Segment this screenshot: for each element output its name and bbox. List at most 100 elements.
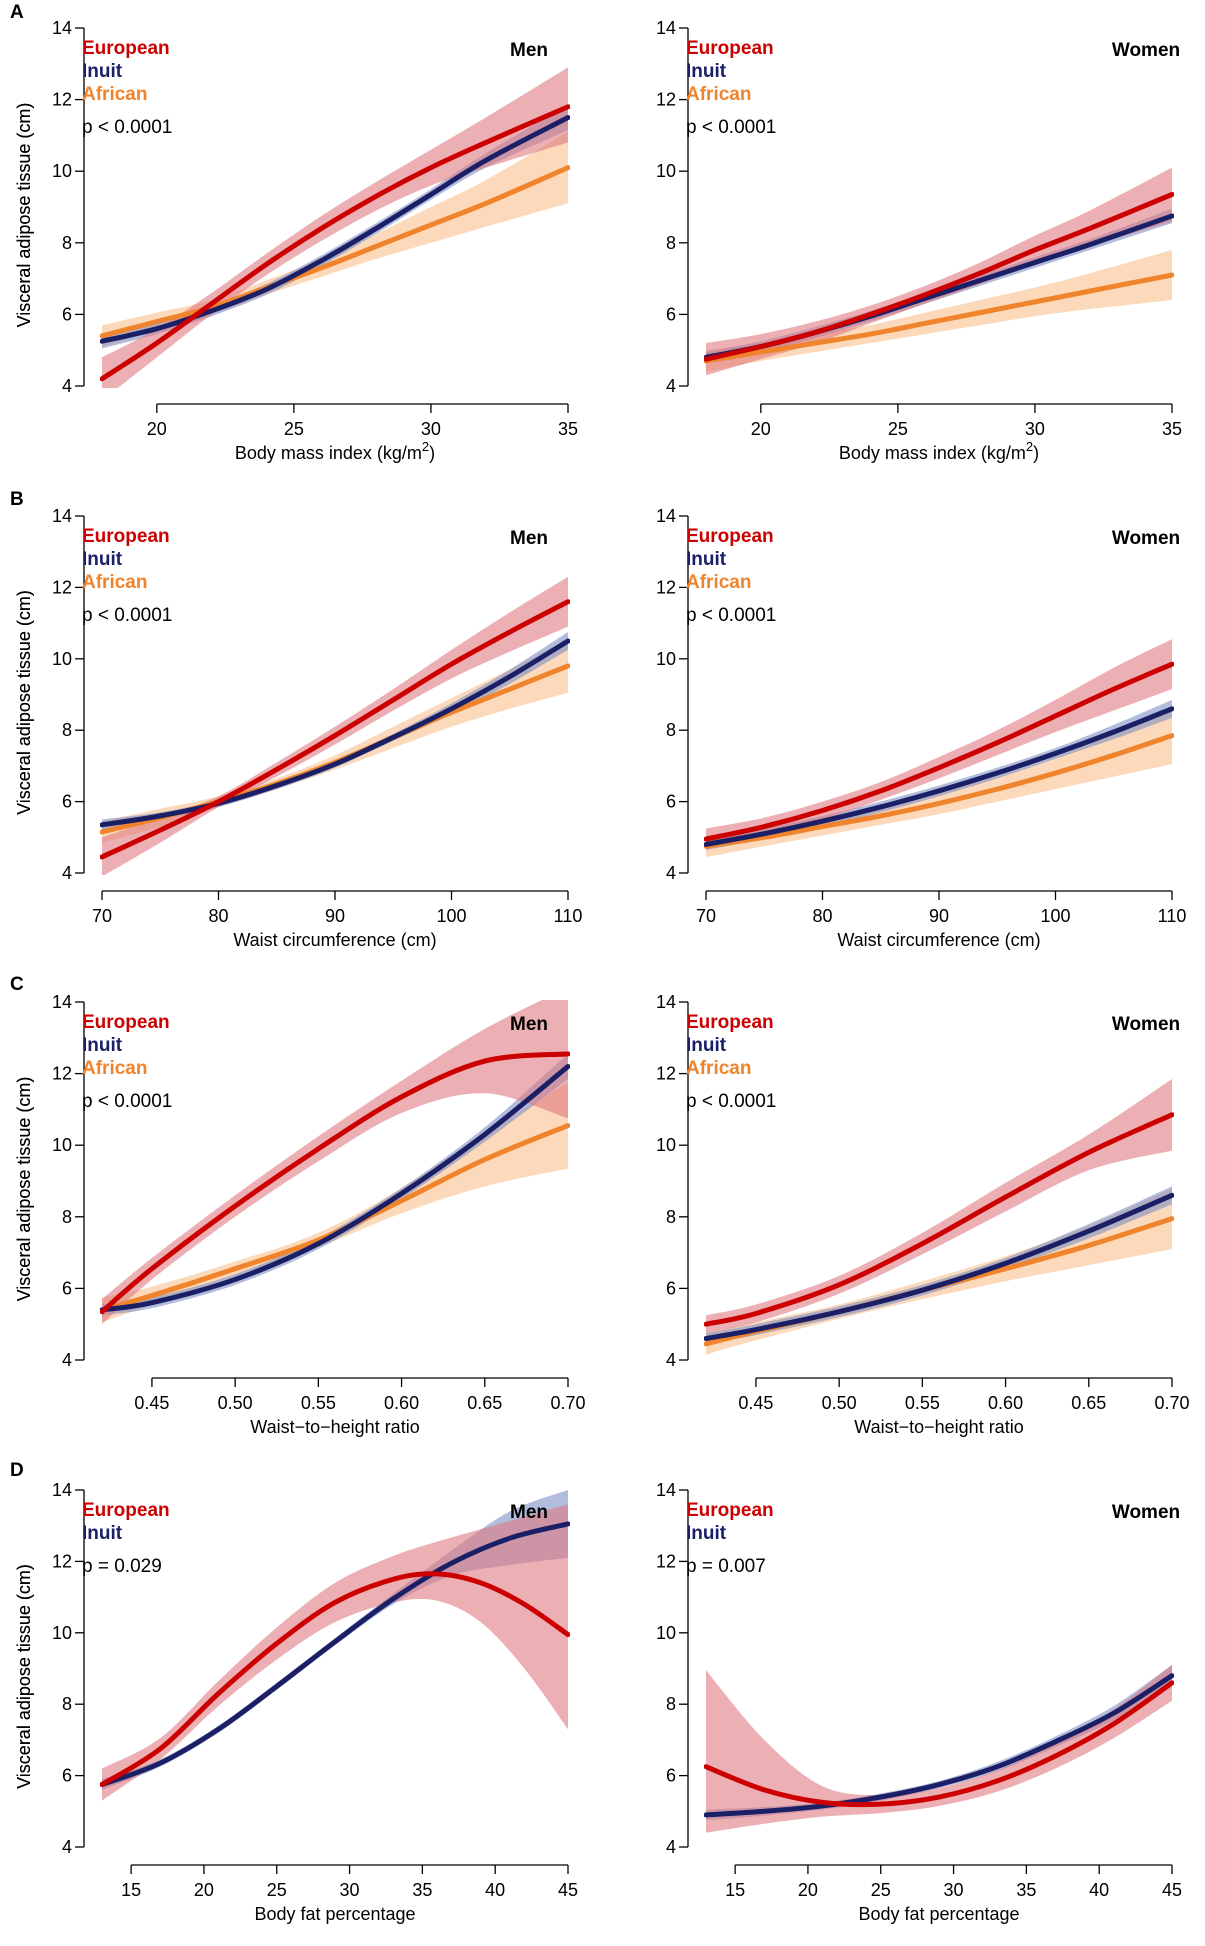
panel-letter: C <box>10 974 24 995</box>
x-tick-label: 0.60 <box>384 1393 419 1413</box>
x-axis-label-superscript: 2 <box>422 439 429 454</box>
sex-label: Men <box>510 528 548 549</box>
ci-band-european <box>102 1000 568 1325</box>
plot-area <box>100 576 570 875</box>
y-tick-label: 12 <box>52 1064 72 1084</box>
p-value: p < 0.0001 <box>686 605 776 626</box>
y-tick-label: 4 <box>666 863 676 883</box>
y-tick-label: 6 <box>62 1278 72 1298</box>
legend-entry-european: European <box>82 526 170 547</box>
sex-label: Women <box>1112 528 1180 549</box>
x-axis-label-text: Waist circumference (cm) <box>233 930 436 950</box>
y-tick-label: 8 <box>666 1694 676 1714</box>
x-tick-label: 25 <box>284 419 304 439</box>
ci-band-african <box>102 131 568 347</box>
plot-area <box>100 1000 570 1325</box>
x-tick-label: 0.65 <box>467 1393 502 1413</box>
x-axis-label: Body mass index (kg/m2) <box>839 439 1039 463</box>
x-tick-label: 100 <box>1040 906 1070 926</box>
y-tick-label: 4 <box>666 376 676 396</box>
legend-entry-inuit: Inuit <box>686 549 727 570</box>
ci-band-european <box>706 1664 1172 1833</box>
legend-entry-european: European <box>82 1500 170 1521</box>
legend-entry-inuit: Inuit <box>686 1523 727 1544</box>
y-axis-label: Visceral adipose tissue (cm) <box>14 1564 34 1789</box>
x-tick-label: 80 <box>208 906 228 926</box>
legend-entry-african: African <box>686 572 751 593</box>
legend-entry-inuit: Inuit <box>82 549 123 570</box>
panel-letter: A <box>10 2 24 23</box>
legend-entry-inuit: Inuit <box>82 1035 123 1056</box>
x-axis-label: Waist−to−height ratio <box>250 1417 419 1437</box>
y-tick-label: 14 <box>52 1480 72 1500</box>
x-tick-label: 45 <box>558 1880 578 1900</box>
x-tick-label: 90 <box>929 906 949 926</box>
y-tick-label: 6 <box>62 1766 72 1786</box>
x-tick-label: 0.55 <box>301 1393 336 1413</box>
y-tick-label: 12 <box>656 90 676 110</box>
y-tick-label: 12 <box>52 577 72 597</box>
y-tick-label: 10 <box>52 161 72 181</box>
chart-panel-A-women: 4 6 8 10 12 14 Visceral adipose tissue (cm) 20 2… <box>14 18 1182 463</box>
x-tick-label: 0.70 <box>1154 1393 1189 1413</box>
y-tick-label: 14 <box>656 1480 676 1500</box>
y-axis-label: Visceral adipose tissue (cm) <box>14 590 34 815</box>
x-axis-label: Waist circumference (cm) <box>233 930 436 950</box>
plot-area <box>100 67 570 388</box>
y-tick-label: 10 <box>52 1623 72 1643</box>
series-line-african <box>704 272 1174 364</box>
p-value: p = 0.007 <box>686 1556 766 1577</box>
x-axis-label-end: ) <box>429 443 435 463</box>
y-tick-label: 6 <box>62 304 72 324</box>
x-tick-label: 30 <box>1025 419 1045 439</box>
sex-label: Men <box>510 40 548 61</box>
x-tick-label: 0.70 <box>550 1393 585 1413</box>
y-tick-label: 10 <box>656 161 676 181</box>
x-tick-label: 0.50 <box>822 1393 857 1413</box>
plot-area <box>100 1490 570 1801</box>
legend-entry-european: European <box>82 38 170 59</box>
x-tick-label: 40 <box>485 1880 505 1900</box>
x-tick-label: 70 <box>92 906 112 926</box>
series-line-european <box>704 661 1174 842</box>
x-tick-label: 110 <box>1158 906 1187 926</box>
legend-entry-inuit: Inuit <box>686 61 727 82</box>
y-axis-label: Visceral adipose tissue (cm) <box>14 1077 34 1302</box>
y-tick-label: 14 <box>656 506 676 526</box>
legend-entry-inuit: Inuit <box>82 1523 123 1544</box>
chart-panel-A-men: A 4 6 8 10 12 14 Visceral adipose tissue (cm) 20… <box>10 2 578 463</box>
y-tick-label: 12 <box>656 1064 676 1084</box>
x-axis-label: Body fat percentage <box>254 1904 415 1924</box>
chart-panel-B-men: B 4 6 8 10 12 14 Visceral adipose tissue (cm) 70… <box>10 489 582 950</box>
ci-band-european <box>706 167 1172 376</box>
y-tick-label: 12 <box>52 90 72 110</box>
y-tick-label: 8 <box>62 233 72 253</box>
sex-label: Men <box>510 1502 548 1523</box>
y-tick-label: 6 <box>666 792 676 812</box>
series-line-european <box>100 1051 570 1315</box>
series-line-european <box>100 104 570 382</box>
x-tick-label: 100 <box>436 906 466 926</box>
series-line-inuit <box>100 115 570 344</box>
x-axis-label: Waist−to−height ratio <box>854 1417 1023 1437</box>
y-tick-label: 12 <box>656 577 676 597</box>
x-tick-label: 35 <box>558 419 578 439</box>
y-tick-label: 4 <box>666 1350 676 1370</box>
y-tick-label: 14 <box>52 506 72 526</box>
legend-entry-european: European <box>686 38 774 59</box>
x-tick-label: 35 <box>1162 419 1182 439</box>
legend-entry-european: European <box>686 1500 774 1521</box>
legend-entry-european: European <box>686 526 774 547</box>
x-tick-label: 0.55 <box>905 1393 940 1413</box>
y-tick-label: 8 <box>666 233 676 253</box>
y-tick-label: 4 <box>62 1350 72 1370</box>
y-tick-label: 14 <box>656 18 676 38</box>
y-tick-label: 6 <box>666 304 676 324</box>
p-value: p = 0.029 <box>82 1556 162 1577</box>
x-tick-label: 30 <box>340 1880 360 1900</box>
x-tick-label: 30 <box>944 1880 964 1900</box>
legend-entry-african: African <box>82 572 147 593</box>
legend-entry-inuit: Inuit <box>82 61 123 82</box>
x-tick-label: 25 <box>888 419 908 439</box>
